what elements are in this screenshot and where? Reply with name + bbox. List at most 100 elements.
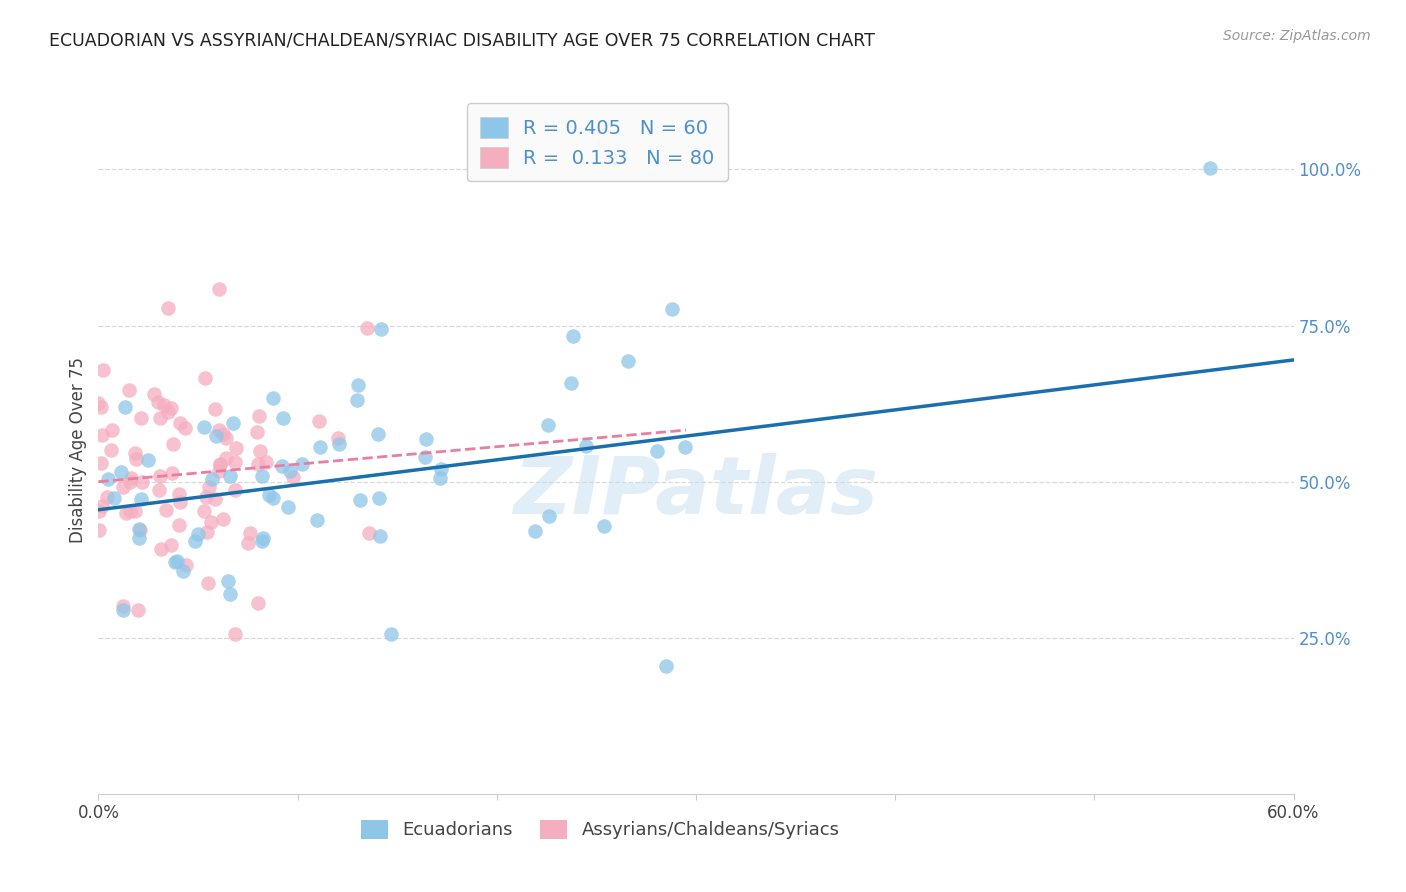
Point — [326, 431, 349, 445]
Point — [368, 529, 391, 543]
Text: ECUADORIAN VS ASSYRIAN/CHALDEAN/SYRIAC DISABILITY AGE OVER 75 CORRELATION CHART: ECUADORIAN VS ASSYRIAN/CHALDEAN/SYRIAC D… — [49, 31, 875, 49]
Text: Source: ZipAtlas.com: Source: ZipAtlas.com — [1223, 29, 1371, 43]
Point — [207, 282, 229, 296]
Point — [184, 534, 207, 549]
Point — [87, 396, 110, 410]
Point — [118, 504, 141, 518]
Point — [114, 401, 136, 415]
Point — [645, 443, 668, 458]
Point — [217, 574, 239, 589]
Point — [118, 475, 141, 490]
Point — [87, 523, 110, 537]
Point — [111, 481, 134, 495]
Point — [214, 431, 236, 445]
Point — [91, 428, 114, 442]
Point — [90, 400, 112, 414]
Point — [211, 426, 233, 441]
Point — [349, 492, 371, 507]
Point — [101, 423, 124, 437]
Point — [128, 524, 150, 538]
Point — [655, 658, 678, 673]
Point — [278, 464, 301, 478]
Point — [114, 506, 136, 520]
Point — [187, 526, 209, 541]
Point — [370, 322, 392, 336]
Point — [367, 427, 389, 442]
Y-axis label: Disability Age Over 75: Disability Age Over 75 — [69, 358, 87, 543]
Point — [195, 525, 218, 540]
Point — [236, 535, 259, 549]
Point — [209, 458, 232, 472]
Point — [575, 439, 598, 453]
Point — [156, 301, 179, 315]
Point — [537, 417, 560, 432]
Point — [169, 495, 191, 509]
Point — [155, 503, 177, 517]
Point — [247, 409, 270, 423]
Point — [193, 420, 215, 434]
Point — [172, 564, 194, 578]
Point — [257, 488, 280, 502]
Point — [218, 469, 240, 483]
Point — [208, 464, 231, 478]
Point — [262, 392, 284, 406]
Point — [153, 398, 176, 412]
Point — [307, 513, 329, 527]
Point — [1199, 161, 1222, 175]
Point — [174, 420, 197, 434]
Point — [215, 450, 238, 465]
Point — [129, 411, 152, 425]
Point — [96, 490, 118, 504]
Point — [103, 491, 125, 505]
Point — [148, 483, 170, 498]
Point — [124, 504, 146, 518]
Point — [593, 518, 616, 533]
Point — [224, 455, 246, 469]
Point — [143, 387, 166, 401]
Point — [162, 437, 184, 451]
Point — [200, 516, 222, 530]
Point — [277, 500, 299, 514]
Point — [212, 512, 235, 526]
Point — [91, 500, 114, 514]
Point — [673, 440, 696, 454]
Point — [247, 457, 270, 471]
Point — [124, 451, 146, 466]
Point — [270, 458, 292, 473]
Point — [221, 416, 243, 430]
Point — [204, 401, 226, 416]
Point — [146, 395, 169, 409]
Point — [524, 524, 547, 538]
Point — [616, 354, 638, 368]
Point — [128, 531, 150, 545]
Point — [224, 627, 246, 641]
Point — [131, 475, 153, 489]
Point — [118, 383, 141, 397]
Point — [429, 471, 451, 485]
Point — [346, 393, 368, 408]
Point — [560, 376, 582, 391]
Point — [430, 462, 453, 476]
Point — [224, 483, 246, 498]
Point — [291, 457, 314, 471]
Point — [380, 627, 402, 641]
Point — [661, 301, 683, 316]
Point — [205, 429, 228, 443]
Point — [562, 328, 585, 343]
Point — [246, 425, 269, 439]
Point — [111, 599, 134, 613]
Point — [149, 411, 172, 425]
Point — [136, 453, 159, 467]
Point — [368, 491, 391, 505]
Point — [167, 518, 190, 533]
Point — [124, 446, 146, 460]
Point — [159, 401, 181, 416]
Point — [246, 597, 269, 611]
Point — [165, 555, 187, 569]
Point — [252, 531, 274, 545]
Point — [357, 526, 380, 541]
Point — [201, 471, 224, 485]
Point — [254, 455, 277, 469]
Point — [160, 538, 183, 552]
Point — [97, 472, 120, 486]
